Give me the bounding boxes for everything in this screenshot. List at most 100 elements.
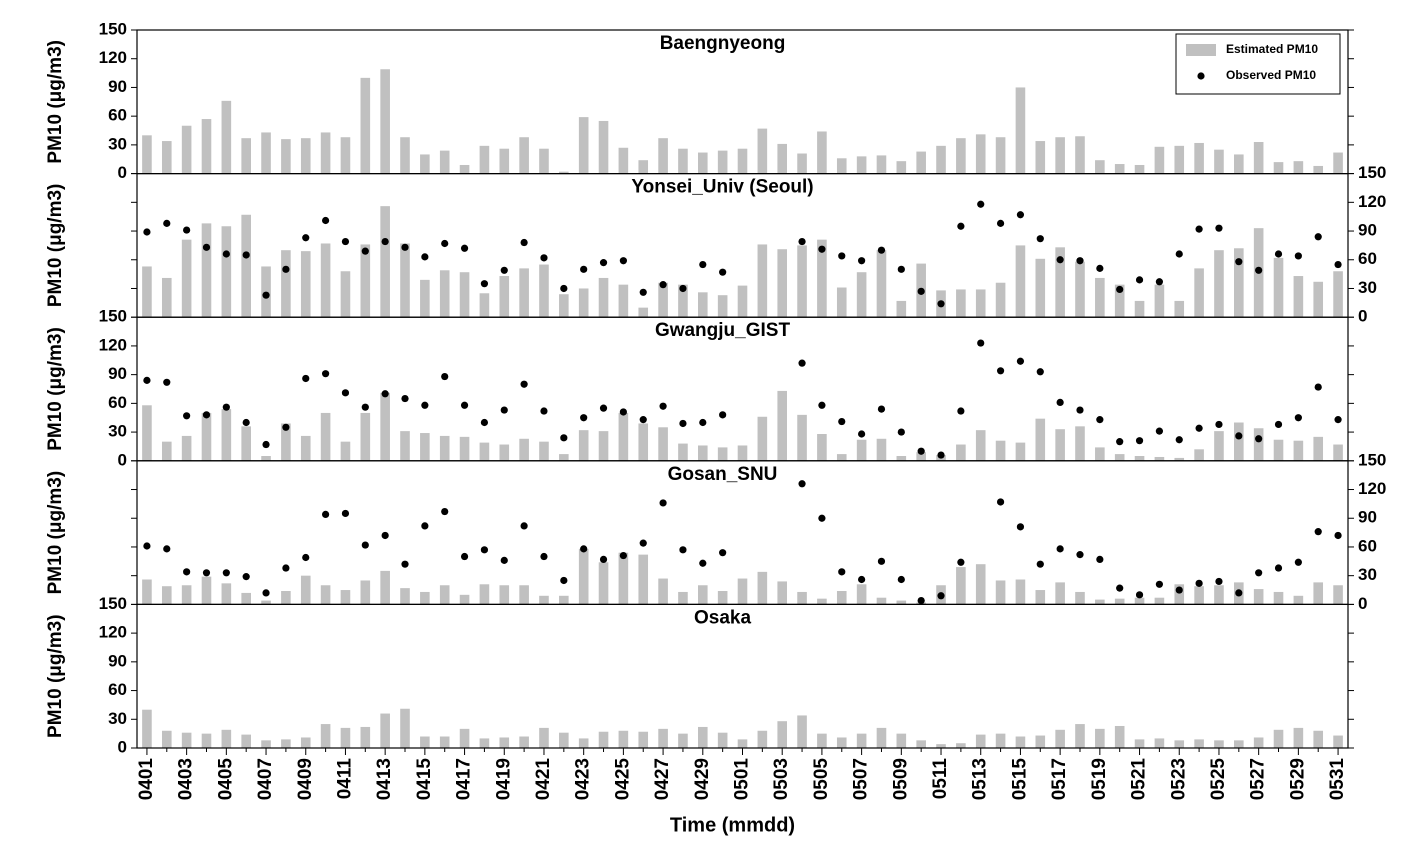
dot bbox=[1215, 224, 1223, 232]
bar bbox=[1114, 725, 1125, 748]
bar bbox=[797, 153, 807, 174]
y-tick-label: 90 bbox=[108, 77, 127, 96]
y-tick-label: 0 bbox=[1358, 307, 1367, 326]
bar bbox=[181, 125, 192, 174]
dot bbox=[1036, 235, 1044, 243]
dot bbox=[1294, 558, 1302, 566]
dot bbox=[1255, 435, 1263, 443]
dot bbox=[858, 430, 866, 438]
bar bbox=[499, 737, 510, 748]
dot bbox=[1235, 589, 1243, 597]
bar bbox=[1035, 735, 1046, 748]
dot bbox=[520, 522, 528, 530]
bar bbox=[836, 454, 847, 461]
dot bbox=[321, 216, 330, 225]
dot bbox=[1116, 584, 1124, 592]
bar bbox=[995, 440, 1006, 461]
dot bbox=[460, 401, 469, 409]
dot bbox=[639, 539, 647, 547]
bar bbox=[559, 454, 569, 461]
bar bbox=[1313, 165, 1324, 174]
dot bbox=[838, 568, 846, 576]
dot bbox=[996, 219, 1005, 227]
x-tick-label: 0525 bbox=[1208, 758, 1229, 801]
bar bbox=[896, 733, 907, 748]
dot bbox=[1195, 424, 1203, 432]
x-tick-label: 0503 bbox=[771, 758, 792, 800]
y-tick-label: 150 bbox=[99, 594, 127, 613]
bar bbox=[896, 600, 907, 605]
dot bbox=[202, 569, 211, 577]
bar bbox=[360, 244, 371, 318]
bar bbox=[956, 743, 966, 748]
bar bbox=[618, 147, 629, 174]
bar bbox=[201, 223, 212, 318]
bar bbox=[439, 270, 450, 318]
bar bbox=[320, 724, 331, 748]
dot bbox=[838, 417, 846, 426]
bar bbox=[658, 138, 668, 174]
dot bbox=[480, 546, 489, 554]
bar bbox=[757, 730, 768, 748]
dot bbox=[580, 545, 588, 553]
bar bbox=[340, 590, 351, 605]
panel-title: Gosan_SNU bbox=[668, 464, 778, 485]
x-tick-label: 0529 bbox=[1287, 758, 1308, 800]
bar bbox=[1214, 149, 1224, 174]
bar bbox=[618, 284, 629, 318]
bar bbox=[400, 708, 410, 748]
bar bbox=[836, 158, 847, 174]
bar bbox=[638, 554, 649, 605]
bar bbox=[1333, 585, 1343, 605]
bar bbox=[241, 214, 251, 318]
x-tick-label: 0527 bbox=[1248, 758, 1269, 800]
dot bbox=[262, 440, 270, 449]
bar bbox=[201, 412, 212, 461]
x-tick-label: 0509 bbox=[890, 758, 911, 800]
bar bbox=[1333, 735, 1343, 748]
dot bbox=[1076, 551, 1084, 559]
dot bbox=[719, 268, 727, 276]
bar bbox=[1313, 436, 1324, 461]
bar bbox=[1154, 284, 1165, 318]
y-axis-label: PM10 (μg/m3) bbox=[45, 184, 66, 308]
x-tick-label: 0401 bbox=[136, 758, 157, 801]
bar bbox=[1154, 146, 1165, 174]
bar bbox=[221, 226, 232, 318]
y-tick-label: 120 bbox=[99, 623, 127, 642]
dot bbox=[560, 576, 568, 585]
bar bbox=[1214, 250, 1224, 318]
bar bbox=[995, 733, 1006, 748]
dot bbox=[560, 284, 568, 293]
bar bbox=[777, 249, 788, 318]
x-tick-label: 0511 bbox=[930, 758, 951, 800]
x-tick-label: 0427 bbox=[652, 758, 673, 800]
dot bbox=[977, 339, 985, 347]
dot bbox=[719, 549, 727, 557]
bar bbox=[181, 239, 192, 318]
bar bbox=[836, 737, 847, 748]
y-axis-label: PM10 (μg/m3) bbox=[45, 327, 66, 451]
dot bbox=[1314, 383, 1322, 391]
panel-title: Yonsei_Univ (Seoul) bbox=[631, 177, 813, 198]
bar bbox=[678, 148, 688, 174]
bar bbox=[459, 594, 470, 605]
bar bbox=[1015, 442, 1026, 461]
dot bbox=[282, 423, 290, 431]
dot bbox=[1016, 211, 1025, 219]
legend-label: Observed PM10 bbox=[1226, 68, 1316, 82]
bar bbox=[281, 250, 291, 318]
bar bbox=[1035, 258, 1046, 318]
bar bbox=[519, 438, 529, 461]
dot bbox=[441, 239, 449, 248]
dot bbox=[1314, 528, 1322, 536]
dot bbox=[202, 411, 211, 419]
bar bbox=[1174, 584, 1185, 605]
bar bbox=[876, 597, 887, 605]
bar bbox=[1055, 137, 1065, 174]
dot bbox=[877, 557, 886, 565]
bar bbox=[856, 272, 867, 318]
bar bbox=[439, 736, 450, 748]
dot bbox=[480, 280, 489, 288]
dot bbox=[163, 378, 171, 386]
